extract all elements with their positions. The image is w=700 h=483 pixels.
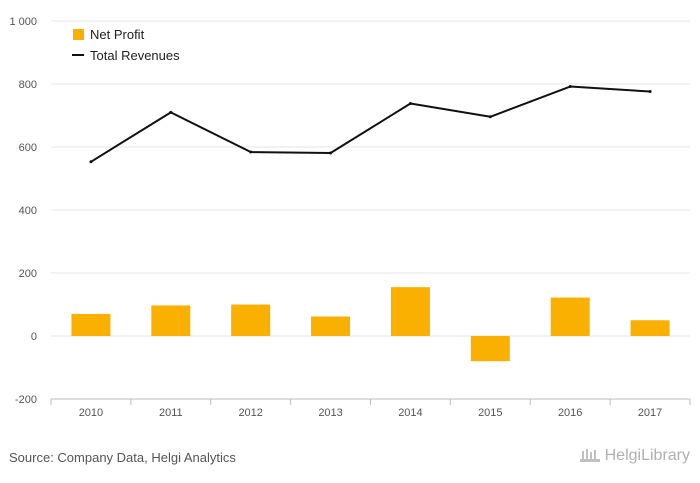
- brand-name: HelgiLibrary: [604, 447, 690, 464]
- point-total-revenues-2012[interactable]: [249, 150, 253, 154]
- line-series: [89, 85, 652, 164]
- x-axis: 2010 2011 2012 2013 2014 2015 2016 2017: [50, 398, 691, 419]
- y-tick-label: 1 000: [9, 16, 37, 28]
- x-tick-label: 2017: [638, 407, 662, 419]
- bar-series: [71, 287, 670, 362]
- point-total-revenues-2013[interactable]: [329, 151, 333, 155]
- point-total-revenues-2016[interactable]: [568, 85, 572, 89]
- bar-net-profit-2013[interactable]: [311, 316, 351, 336]
- y-axis: -200 0 200 400 600 800 1 000: [9, 16, 37, 406]
- bar-net-profit-2011[interactable]: [151, 305, 191, 336]
- y-tick-label: 600: [19, 142, 37, 154]
- x-tick-label: 2014: [398, 407, 422, 419]
- legend-swatch-net-profit: [73, 29, 84, 40]
- x-tick-label: 2010: [79, 407, 103, 419]
- x-tick-label: 2016: [558, 407, 582, 419]
- x-tick-label: 2015: [478, 407, 502, 419]
- bar-net-profit-2012[interactable]: [231, 304, 271, 337]
- point-total-revenues-2014[interactable]: [408, 102, 412, 106]
- legend-item-net-profit[interactable]: Net Profit: [73, 27, 145, 42]
- point-total-revenues-2015[interactable]: [488, 115, 492, 119]
- brand-logo: HelgiLibrary: [579, 447, 690, 465]
- point-total-revenues-2011[interactable]: [169, 110, 173, 114]
- x-tick-label: 2011: [159, 407, 183, 419]
- x-tick-label: 2012: [238, 407, 262, 419]
- legend-label-net-profit: Net Profit: [90, 27, 145, 42]
- legend: Net Profit Total Revenues: [72, 27, 180, 63]
- bar-net-profit-2014[interactable]: [390, 287, 430, 336]
- bar-net-profit-2010[interactable]: [71, 313, 111, 336]
- point-total-revenues-2017[interactable]: [648, 90, 652, 94]
- bar-net-profit-2016[interactable]: [550, 297, 590, 336]
- point-total-revenues-2010[interactable]: [89, 160, 93, 164]
- line-total-revenues[interactable]: [90, 85, 651, 163]
- bar-net-profit-2015[interactable]: [470, 336, 510, 362]
- grid: [51, 20, 690, 337]
- legend-label-total-revenues: Total Revenues: [90, 48, 180, 63]
- y-tick-label: 200: [19, 268, 37, 280]
- x-tick-label: 2013: [318, 407, 342, 419]
- bar-net-profit-2017[interactable]: [630, 320, 670, 336]
- y-tick-label: 400: [19, 205, 37, 217]
- legend-item-total-revenues[interactable]: Total Revenues: [72, 48, 180, 63]
- library-icon: [579, 449, 600, 462]
- y-tick-label: 800: [19, 79, 37, 91]
- source-note: Source: Company Data, Helgi Analytics: [9, 450, 236, 465]
- y-tick-label: -200: [15, 394, 37, 406]
- y-tick-label: 0: [31, 331, 37, 343]
